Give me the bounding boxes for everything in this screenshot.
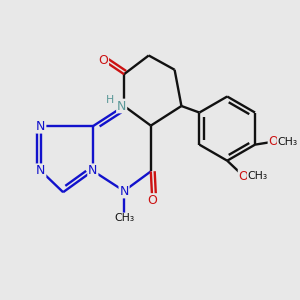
Text: O: O <box>238 170 248 183</box>
Text: CH₃: CH₃ <box>248 171 268 181</box>
Text: N: N <box>117 100 126 112</box>
Text: O: O <box>98 54 108 67</box>
Text: CH₃: CH₃ <box>114 213 134 224</box>
Text: N: N <box>119 184 129 197</box>
Text: N: N <box>36 164 46 177</box>
Text: H: H <box>106 95 114 105</box>
Text: O: O <box>268 135 278 148</box>
Text: N: N <box>88 164 98 177</box>
Text: N: N <box>36 120 46 133</box>
Text: CH₃: CH₃ <box>278 137 298 147</box>
Text: O: O <box>147 194 157 207</box>
